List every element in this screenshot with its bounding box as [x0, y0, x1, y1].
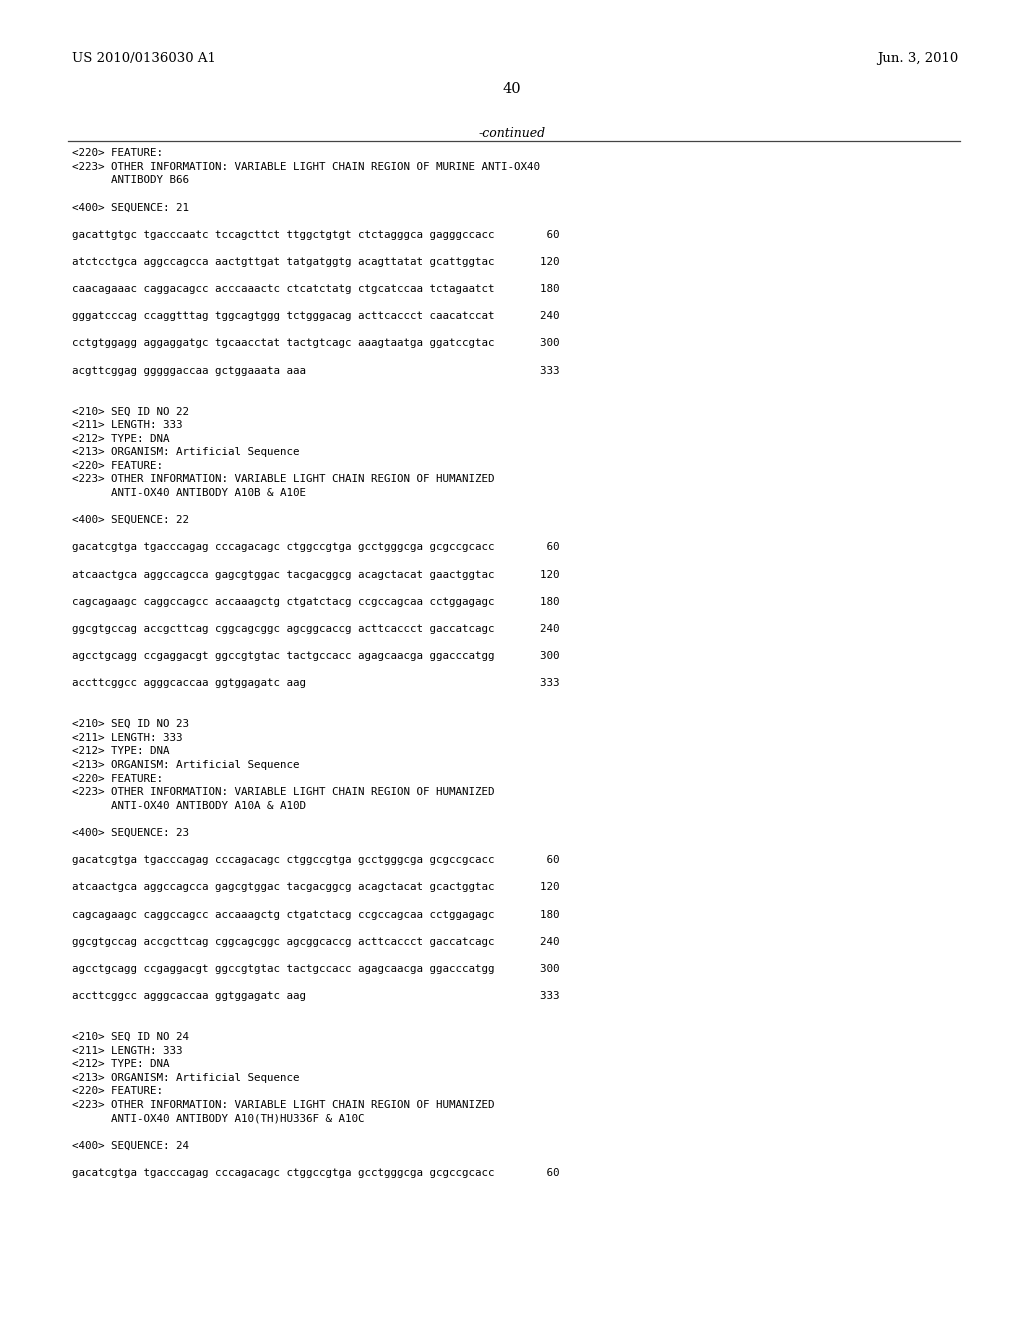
Text: <223> OTHER INFORMATION: VARIABLE LIGHT CHAIN REGION OF HUMANIZED: <223> OTHER INFORMATION: VARIABLE LIGHT … — [72, 787, 495, 797]
Text: <213> ORGANISM: Artificial Sequence: <213> ORGANISM: Artificial Sequence — [72, 760, 299, 770]
Text: <210> SEQ ID NO 22: <210> SEQ ID NO 22 — [72, 407, 189, 416]
Text: atcaactgca aggccagcca gagcgtggac tacgacggcg acagctacat gcactggtac       120: atcaactgca aggccagcca gagcgtggac tacgacg… — [72, 882, 559, 892]
Text: acgttcggag gggggaccaa gctggaaata aaa                                    333: acgttcggag gggggaccaa gctggaaata aaa 333 — [72, 366, 559, 376]
Text: <212> TYPE: DNA: <212> TYPE: DNA — [72, 746, 170, 756]
Text: -continued: -continued — [478, 127, 546, 140]
Text: <220> FEATURE:: <220> FEATURE: — [72, 1086, 163, 1097]
Text: ggcgtgccag accgcttcag cggcagcggc agcggcaccg acttcaccct gaccatcagc       240: ggcgtgccag accgcttcag cggcagcggc agcggca… — [72, 624, 559, 634]
Text: atctcctgca aggccagcca aactgttgat tatgatggtg acagttatat gcattggtac       120: atctcctgca aggccagcca aactgttgat tatgatg… — [72, 257, 559, 267]
Text: <213> ORGANISM: Artificial Sequence: <213> ORGANISM: Artificial Sequence — [72, 447, 299, 457]
Text: accttcggcc agggcaccaa ggtggagatc aag                                    333: accttcggcc agggcaccaa ggtggagatc aag 333 — [72, 678, 559, 689]
Text: <212> TYPE: DNA: <212> TYPE: DNA — [72, 1059, 170, 1069]
Text: <212> TYPE: DNA: <212> TYPE: DNA — [72, 433, 170, 444]
Text: US 2010/0136030 A1: US 2010/0136030 A1 — [72, 51, 216, 65]
Text: gacatcgtga tgacccagag cccagacagc ctggccgtga gcctgggcga gcgccgcacc        60: gacatcgtga tgacccagag cccagacagc ctggccg… — [72, 543, 559, 552]
Text: <210> SEQ ID NO 23: <210> SEQ ID NO 23 — [72, 719, 189, 729]
Text: <220> FEATURE:: <220> FEATURE: — [72, 148, 163, 158]
Text: agcctgcagg ccgaggacgt ggccgtgtac tactgccacc agagcaacga ggacccatgg       300: agcctgcagg ccgaggacgt ggccgtgtac tactgcc… — [72, 964, 559, 974]
Text: <223> OTHER INFORMATION: VARIABLE LIGHT CHAIN REGION OF HUMANIZED: <223> OTHER INFORMATION: VARIABLE LIGHT … — [72, 1100, 495, 1110]
Text: ANTI-OX40 ANTIBODY A10A & A10D: ANTI-OX40 ANTIBODY A10A & A10D — [72, 801, 306, 810]
Text: <210> SEQ ID NO 24: <210> SEQ ID NO 24 — [72, 1032, 189, 1041]
Text: cctgtggagg aggaggatgc tgcaacctat tactgtcagc aaagtaatga ggatccgtac       300: cctgtggagg aggaggatgc tgcaacctat tactgtc… — [72, 338, 559, 348]
Text: atcaactgca aggccagcca gagcgtggac tacgacggcg acagctacat gaactggtac       120: atcaactgca aggccagcca gagcgtggac tacgacg… — [72, 570, 559, 579]
Text: Jun. 3, 2010: Jun. 3, 2010 — [877, 51, 958, 65]
Text: gacatcgtga tgacccagag cccagacagc ctggccgtga gcctgggcga gcgccgcacc        60: gacatcgtga tgacccagag cccagacagc ctggccg… — [72, 1168, 559, 1177]
Text: cagcagaagc caggccagcc accaaagctg ctgatctacg ccgccagcaa cctggagagc       180: cagcagaagc caggccagcc accaaagctg ctgatct… — [72, 597, 559, 607]
Text: <400> SEQUENCE: 23: <400> SEQUENCE: 23 — [72, 828, 189, 838]
Text: cagcagaagc caggccagcc accaaagctg ctgatctacg ccgccagcaa cctggagagc       180: cagcagaagc caggccagcc accaaagctg ctgatct… — [72, 909, 559, 920]
Text: caacagaaac caggacagcc acccaaactc ctcatctatg ctgcatccaa tctagaatct       180: caacagaaac caggacagcc acccaaactc ctcatct… — [72, 284, 559, 294]
Text: gacatcgtga tgacccagag cccagacagc ctggccgtga gcctgggcga gcgccgcacc        60: gacatcgtga tgacccagag cccagacagc ctggccg… — [72, 855, 559, 865]
Text: <220> FEATURE:: <220> FEATURE: — [72, 774, 163, 784]
Text: ggcgtgccag accgcttcag cggcagcggc agcggcaccg acttcaccct gaccatcagc       240: ggcgtgccag accgcttcag cggcagcggc agcggca… — [72, 937, 559, 946]
Text: <211> LENGTH: 333: <211> LENGTH: 333 — [72, 1045, 182, 1056]
Text: <400> SEQUENCE: 21: <400> SEQUENCE: 21 — [72, 202, 189, 213]
Text: ANTIBODY B66: ANTIBODY B66 — [72, 176, 189, 185]
Text: ANTI-OX40 ANTIBODY A10(TH)HU336F & A10C: ANTI-OX40 ANTIBODY A10(TH)HU336F & A10C — [72, 1114, 365, 1123]
Text: gggatcccag ccaggtttag tggcagtggg tctgggacag acttcaccct caacatccat       240: gggatcccag ccaggtttag tggcagtggg tctggga… — [72, 312, 559, 321]
Text: gacattgtgc tgacccaatc tccagcttct ttggctgtgt ctctagggca gagggccacc        60: gacattgtgc tgacccaatc tccagcttct ttggctg… — [72, 230, 559, 240]
Text: <400> SEQUENCE: 22: <400> SEQUENCE: 22 — [72, 515, 189, 525]
Text: <211> LENGTH: 333: <211> LENGTH: 333 — [72, 420, 182, 430]
Text: <400> SEQUENCE: 24: <400> SEQUENCE: 24 — [72, 1140, 189, 1151]
Text: <213> ORGANISM: Artificial Sequence: <213> ORGANISM: Artificial Sequence — [72, 1073, 299, 1082]
Text: ANTI-OX40 ANTIBODY A10B & A10E: ANTI-OX40 ANTIBODY A10B & A10E — [72, 488, 306, 498]
Text: <211> LENGTH: 333: <211> LENGTH: 333 — [72, 733, 182, 743]
Text: <220> FEATURE:: <220> FEATURE: — [72, 461, 163, 471]
Text: <223> OTHER INFORMATION: VARIABLE LIGHT CHAIN REGION OF HUMANIZED: <223> OTHER INFORMATION: VARIABLE LIGHT … — [72, 474, 495, 484]
Text: <223> OTHER INFORMATION: VARIABLE LIGHT CHAIN REGION OF MURINE ANTI-OX40: <223> OTHER INFORMATION: VARIABLE LIGHT … — [72, 161, 540, 172]
Text: 40: 40 — [503, 82, 521, 96]
Text: accttcggcc agggcaccaa ggtggagatc aag                                    333: accttcggcc agggcaccaa ggtggagatc aag 333 — [72, 991, 559, 1001]
Text: agcctgcagg ccgaggacgt ggccgtgtac tactgccacc agagcaacga ggacccatgg       300: agcctgcagg ccgaggacgt ggccgtgtac tactgcc… — [72, 651, 559, 661]
